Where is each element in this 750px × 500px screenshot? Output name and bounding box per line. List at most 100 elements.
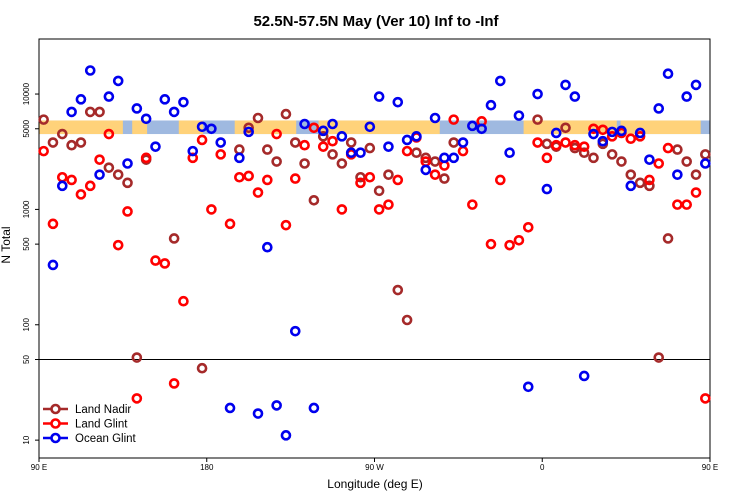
data-point xyxy=(625,133,637,145)
data-point xyxy=(299,139,310,151)
data-point xyxy=(289,137,301,148)
y-tick-label: 500 xyxy=(22,237,31,251)
data-point xyxy=(159,94,171,105)
data-point xyxy=(541,152,553,164)
data-point xyxy=(429,112,441,124)
data-point xyxy=(672,199,683,210)
data-point xyxy=(94,106,105,118)
data-point xyxy=(234,144,245,155)
data-point xyxy=(560,122,571,134)
data-point xyxy=(252,408,264,419)
land-band-segment xyxy=(39,120,123,135)
data-point xyxy=(504,147,515,159)
data-point xyxy=(103,91,115,102)
data-point xyxy=(47,137,59,148)
data-point xyxy=(373,204,385,215)
data-point xyxy=(103,128,115,140)
data-point xyxy=(690,169,702,180)
data-point xyxy=(56,171,68,183)
data-point xyxy=(448,114,460,125)
data-point xyxy=(578,141,590,152)
data-point xyxy=(560,79,571,91)
data-point xyxy=(122,177,133,189)
data-point xyxy=(681,156,693,167)
data-point xyxy=(560,137,571,148)
data-point xyxy=(532,88,543,100)
data-point xyxy=(429,156,441,167)
data-point xyxy=(317,131,329,142)
data-point xyxy=(616,125,627,137)
data-point xyxy=(457,137,469,148)
data-point xyxy=(84,180,96,192)
data-point xyxy=(317,141,329,152)
data-point xyxy=(467,199,478,210)
data-point xyxy=(187,152,199,164)
data-point xyxy=(66,106,77,118)
data-point xyxy=(168,378,180,389)
data-point xyxy=(495,75,506,87)
data-point xyxy=(168,106,180,118)
data-point xyxy=(355,147,366,159)
data-point xyxy=(206,204,217,215)
data-point xyxy=(168,233,180,244)
data-point xyxy=(644,154,655,165)
data-point xyxy=(662,142,674,154)
y-tick-label: 5000 xyxy=(22,119,31,137)
legend-marker xyxy=(50,432,61,444)
data-point xyxy=(625,169,637,180)
data-point xyxy=(289,173,301,184)
land-band-segment xyxy=(178,120,204,135)
legend: Land Nadir Land Glint Ocean Glint xyxy=(43,403,137,445)
data-point xyxy=(429,169,441,180)
data-point xyxy=(504,239,515,251)
data-point xyxy=(289,325,301,337)
data-point xyxy=(457,145,469,157)
data-point xyxy=(243,126,254,138)
data-point xyxy=(420,152,432,164)
data-point xyxy=(569,139,581,151)
data-point xyxy=(262,144,273,155)
data-point xyxy=(47,259,59,271)
y-axis-label: N Total xyxy=(0,226,13,263)
data-point xyxy=(513,110,525,121)
data-point xyxy=(38,145,49,157)
data-point xyxy=(280,219,292,231)
data-point xyxy=(411,147,422,159)
data-point xyxy=(131,393,143,404)
data-point xyxy=(700,149,711,160)
data-point xyxy=(140,113,152,125)
data-point xyxy=(327,149,338,160)
data-point xyxy=(597,135,609,147)
data-point xyxy=(234,171,245,183)
data-point xyxy=(485,99,497,111)
data-point xyxy=(317,125,329,137)
y-axis-ticks: 10 50 100 500 1000 5000 10000 xyxy=(22,82,39,445)
data-point xyxy=(606,131,618,142)
legend-label: Land Glint xyxy=(75,419,128,431)
data-point xyxy=(373,91,385,102)
data-point xyxy=(364,171,376,183)
data-point xyxy=(606,126,618,138)
data-point xyxy=(578,147,590,159)
data-point xyxy=(383,141,394,152)
data-point xyxy=(215,137,227,148)
data-point xyxy=(401,314,413,326)
data-point xyxy=(280,108,292,120)
data-point xyxy=(122,206,133,217)
data-point xyxy=(485,238,497,250)
data-point xyxy=(336,204,348,215)
data-point xyxy=(625,180,637,192)
data-point xyxy=(336,158,348,169)
land-band-segment xyxy=(620,120,701,135)
data-point xyxy=(75,189,87,200)
data-point xyxy=(131,352,143,363)
data-point xyxy=(271,156,282,167)
data-point xyxy=(495,174,506,186)
data-point xyxy=(392,96,404,108)
data-point xyxy=(178,96,189,108)
data-point xyxy=(681,199,693,210)
y-tick-label: 50 xyxy=(22,354,31,363)
data-point xyxy=(634,127,646,139)
data-point xyxy=(588,123,599,135)
data-point xyxy=(327,135,338,147)
